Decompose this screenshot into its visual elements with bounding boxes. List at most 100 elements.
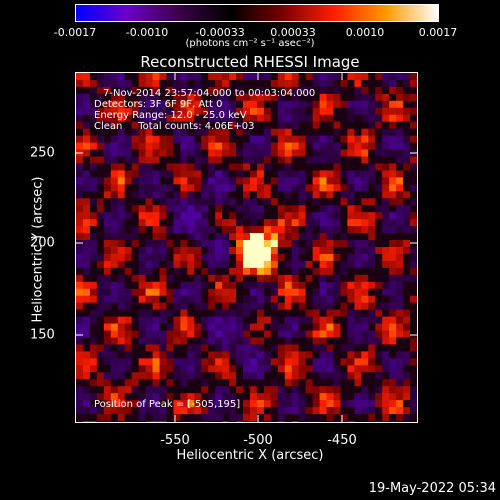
heatmap-pixel — [298, 281, 307, 290]
heatmap-pixel — [229, 330, 237, 338]
heatmap-pixel — [215, 386, 223, 394]
heatmap-pixel — [382, 386, 390, 394]
heatmap-pixel — [340, 156, 348, 164]
heatmap-pixel — [180, 351, 188, 359]
heatmap-pixel — [326, 309, 334, 318]
heatmap-pixel — [96, 114, 105, 123]
heatmap-pixel — [333, 337, 341, 345]
heatmap-pixel — [249, 135, 258, 144]
heatmap-pixel — [131, 302, 140, 311]
heatmap-pixel — [354, 302, 362, 311]
heatmap-pixel — [382, 86, 390, 95]
heatmap-pixel — [375, 212, 383, 220]
heatmap-pixel — [291, 177, 300, 185]
heatmap-pixel — [298, 288, 307, 297]
heatmap-pixel — [333, 267, 341, 276]
heatmap-pixel — [145, 358, 154, 366]
heatmap-pixel — [298, 170, 307, 178]
heatmap-pixel — [180, 379, 188, 387]
heatmap-pixel — [145, 135, 154, 144]
heatmap-pixel — [319, 233, 328, 241]
heatmap-pixel — [89, 379, 98, 387]
heatmap-pixel — [312, 400, 321, 408]
heatmap-pixel — [396, 121, 404, 130]
heatmap-pixel — [152, 365, 161, 373]
heatmap-pixel — [173, 226, 181, 234]
heatmap-pixel — [117, 184, 126, 192]
heatmap-pixel — [236, 212, 244, 220]
heatmap-pixel — [124, 73, 133, 81]
heatmap-pixel — [396, 177, 404, 185]
colorbar-tick: -0.0017 — [53, 26, 97, 39]
heatmap-pixel — [145, 421, 154, 422]
heatmap-pixel — [312, 274, 321, 283]
info-detectors: Detectors: 3F 6F 9F, Att 0 — [94, 99, 223, 110]
heatmap-pixel — [277, 274, 286, 283]
heatmap-pixel — [124, 253, 133, 262]
heatmap-pixel — [249, 393, 258, 401]
heatmap-pixel — [333, 240, 341, 248]
heatmap-pixel — [110, 93, 119, 102]
heatmap-pixel — [236, 316, 244, 325]
heatmap-pixel — [326, 253, 334, 262]
heatmap-pixel — [382, 135, 390, 144]
heatmap-pixel — [291, 344, 300, 352]
heatmap-pixel — [403, 407, 411, 415]
heatmap-pixel — [180, 267, 188, 276]
heatmap-pixel — [263, 288, 272, 297]
heatmap-pixel — [117, 233, 126, 241]
heatmap-pixel — [229, 177, 237, 185]
heatmap-pixel — [361, 393, 369, 401]
heatmap-pixel — [138, 344, 147, 352]
heatmap-pixel — [222, 344, 230, 352]
heatmap-pixel — [270, 323, 279, 332]
heatmap-pixel — [368, 226, 376, 234]
heatmap-pixel — [103, 177, 112, 185]
heatmap-pixel — [166, 107, 174, 116]
heatmap-pixel — [410, 323, 417, 332]
heatmap-pixel — [173, 198, 181, 206]
heatmap-pixel — [131, 365, 140, 373]
heatmap-pixel — [159, 219, 167, 227]
colorbar — [75, 4, 439, 22]
heatmap-pixel — [243, 288, 251, 297]
heatmap-pixel — [277, 114, 286, 123]
heatmap-pixel — [208, 253, 216, 262]
heatmap-pixel — [166, 393, 174, 401]
heatmap-pixel — [194, 379, 202, 387]
heatmap-pixel — [375, 281, 383, 290]
heatmap-pixel — [326, 226, 334, 234]
heatmap-pixel — [194, 414, 202, 422]
heatmap-pixel — [222, 421, 230, 422]
heatmap-pixel — [270, 260, 279, 269]
heatmap-pixel — [124, 393, 133, 401]
heatmap-pixel — [124, 309, 133, 318]
heatmap-pixel — [263, 330, 272, 338]
heatmap-pixel — [222, 302, 230, 311]
heatmap-pixel — [326, 372, 334, 380]
heatmap-pixel — [249, 260, 258, 269]
heatmap-pixel — [138, 372, 147, 380]
heatmap-pixel — [256, 323, 265, 332]
heatmap-pixel — [229, 114, 237, 123]
heatmap-pixel — [277, 79, 286, 88]
heatmap-pixel — [76, 212, 84, 220]
heatmap-pixel — [89, 121, 98, 130]
heatmap-pixel — [117, 73, 126, 81]
heatmap-pixel — [396, 302, 404, 311]
heatmap-pixel — [375, 337, 383, 345]
heatmap-pixel — [180, 226, 188, 234]
heatmap-pixel — [291, 149, 300, 158]
heatmap-pixel — [138, 233, 147, 241]
heatmap-pixel — [375, 149, 383, 158]
heatmap-pixel — [110, 156, 119, 164]
heatmap-pixel — [208, 93, 216, 102]
heatmap-pixel — [396, 212, 404, 220]
heatmap-pixel — [124, 302, 133, 311]
heatmap-pixel — [319, 226, 328, 234]
heatmap-pixel — [166, 407, 174, 415]
heatmap-pixel — [117, 107, 126, 116]
heatmap-pixel — [375, 191, 383, 199]
heatmap-pixel — [96, 400, 105, 408]
heatmap-pixel — [298, 274, 307, 283]
